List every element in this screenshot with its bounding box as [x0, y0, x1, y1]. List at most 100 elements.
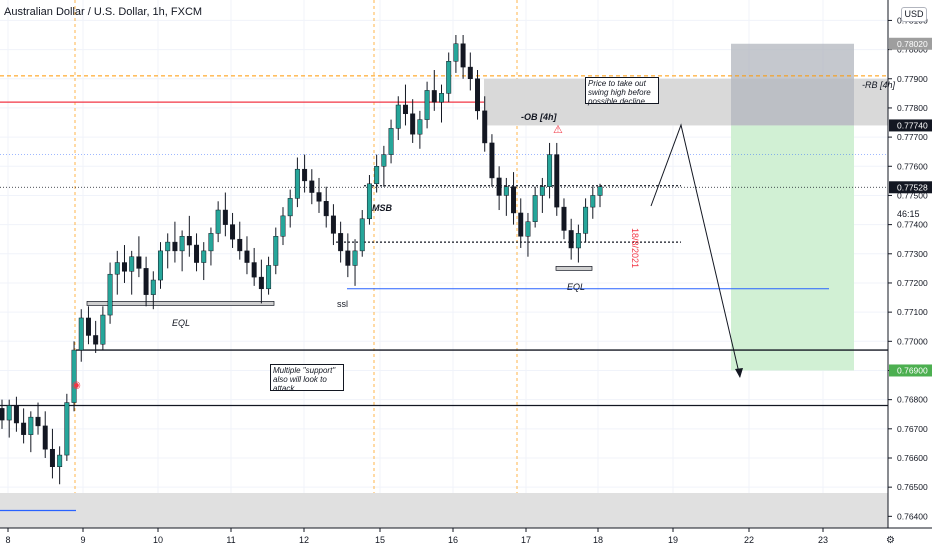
candle-body — [316, 192, 322, 202]
candle-body — [273, 236, 279, 266]
currency-selector[interactable]: USD — [901, 7, 927, 22]
candle-body — [136, 256, 142, 269]
candle-body — [294, 168, 300, 199]
candle-body — [93, 335, 99, 345]
candle-body — [446, 61, 452, 94]
price-tick-label: 0.76600 — [897, 453, 928, 463]
price-badge — [889, 364, 932, 377]
price-badge-label: 0.77528 — [897, 182, 928, 192]
time-tick-label: 19 — [668, 535, 678, 545]
price-tick-label: 0.77500 — [897, 190, 928, 200]
candle-body — [215, 209, 221, 234]
candle-body — [266, 265, 272, 290]
candle-body — [359, 218, 365, 252]
zone-lower — [0, 492, 888, 528]
candle-body — [57, 454, 63, 467]
time-tick-label: 12 — [299, 535, 309, 545]
candle-body — [71, 349, 77, 403]
candle-body — [143, 268, 149, 295]
candle-body — [302, 168, 308, 182]
candle-series — [0, 35, 603, 485]
eye-icon: ◉ — [72, 380, 81, 391]
candle-body — [194, 244, 200, 263]
price-tick-label: 0.77100 — [897, 307, 928, 317]
ssl-label: ssl — [337, 299, 348, 309]
eql-right-box — [555, 266, 593, 271]
projected-path-arrowhead — [735, 368, 743, 378]
price-tick-label: 0.77600 — [897, 161, 928, 171]
candle-body — [482, 110, 488, 144]
candle-body — [0, 408, 5, 421]
time-tick-label: 10 — [153, 535, 163, 545]
candle-body — [547, 154, 553, 187]
rb-label: -RB [4h] — [862, 80, 896, 90]
zone-target — [731, 125, 854, 371]
candle-body — [575, 233, 581, 249]
alert-icon: ⚠ — [553, 123, 563, 136]
candle-body — [532, 195, 538, 222]
candle-body — [28, 416, 34, 435]
candle-body — [424, 90, 430, 120]
candle-body — [554, 154, 560, 208]
candle-body — [417, 119, 423, 135]
support-note: Multiple "support" also will look to att… — [270, 364, 344, 393]
price-tick-label: 0.77300 — [897, 249, 928, 259]
time-tick-label: 22 — [744, 535, 754, 545]
candle-countdown: 46:15 — [897, 209, 920, 219]
price-badge-label: 0.77740 — [897, 120, 928, 130]
chart-drawings: ⚠◉ — [72, 123, 743, 391]
price-axis: 0.781000.780000.779000.778000.777000.776… — [887, 0, 932, 550]
candle-body — [561, 206, 567, 231]
candle-body — [251, 262, 257, 278]
time-tick-label: 23 — [818, 535, 828, 545]
candle-body — [49, 448, 55, 467]
projected-path — [650, 123, 741, 378]
time-tick-label: 9 — [80, 535, 85, 545]
time-axis: 8 9 10 11 12 15 16 17 18 19 22 23 ⚙ — [0, 527, 932, 550]
candle-body — [330, 215, 336, 234]
zone-stop — [731, 43, 854, 126]
candle-body — [6, 405, 12, 421]
candle-body — [525, 221, 531, 237]
candle-body — [114, 262, 120, 275]
candle-body — [35, 416, 41, 427]
price-tick-label: 0.77700 — [897, 132, 928, 142]
symbol-title: Australian Dollar / U.S. Dollar, 1h, FXC… — [4, 6, 203, 18]
candle-body — [208, 233, 214, 252]
candle-body — [237, 238, 243, 252]
candle-body — [13, 405, 19, 424]
candle-body — [381, 154, 387, 167]
candle-body — [21, 422, 27, 435]
price-badge — [889, 181, 932, 194]
candle-body — [366, 183, 372, 220]
price-tick-label: 0.77200 — [897, 278, 928, 288]
candle-body — [518, 212, 524, 237]
candle-body — [78, 317, 84, 351]
candle-body — [129, 256, 135, 272]
date-vertical-label: 18/8/2021 — [630, 228, 640, 269]
candle-body — [489, 142, 495, 179]
candle-body — [42, 425, 48, 450]
price-badge-label: 0.76900 — [897, 365, 928, 375]
time-tick-label: 18 — [593, 535, 603, 545]
swing-high-note: Price to take out swing high before poss… — [585, 77, 659, 106]
candle-body — [374, 166, 380, 185]
candle-body — [323, 201, 329, 217]
candle-body — [467, 66, 473, 80]
candle-body — [568, 230, 574, 249]
msb-label: MSB — [372, 203, 392, 213]
candle-body — [280, 215, 286, 237]
candle-body — [503, 186, 509, 196]
candle-body — [583, 206, 589, 234]
candle-body — [158, 250, 163, 281]
price-badge — [889, 37, 932, 50]
candle-body — [475, 78, 481, 112]
candle-body — [453, 43, 459, 62]
price-axis-bg — [888, 0, 932, 528]
candle-body — [201, 250, 207, 263]
time-tick-label: 16 — [448, 535, 458, 545]
candle-body — [258, 276, 264, 290]
candle-body — [402, 104, 408, 115]
candle-body — [395, 104, 401, 129]
